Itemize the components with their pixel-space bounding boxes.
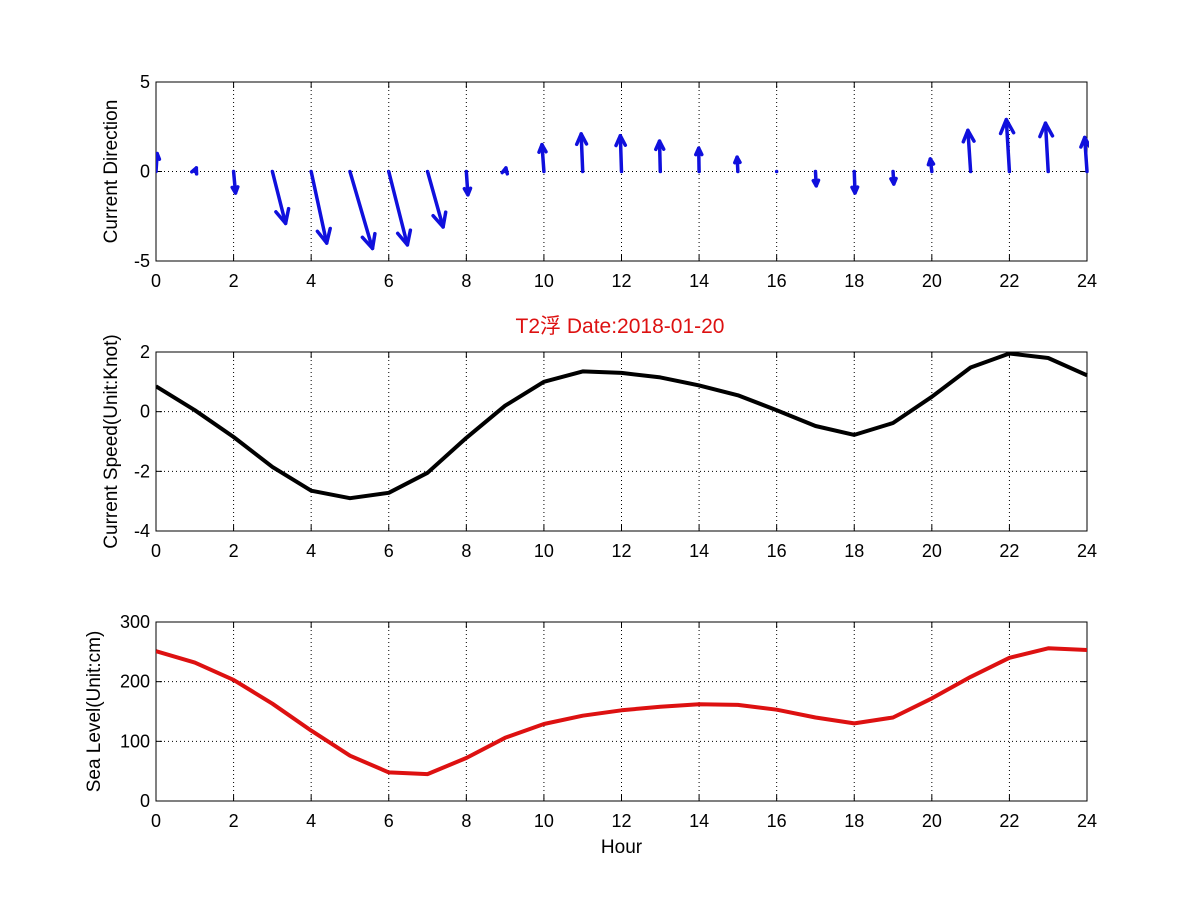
direction-arrow [387, 169, 413, 247]
x-tick-label: 22 [999, 811, 1019, 831]
x-tick-label: 24 [1077, 541, 1097, 561]
direction-arrow [425, 169, 448, 229]
data-marks [156, 646, 1088, 777]
x-tick-label: 22 [999, 271, 1019, 291]
direction-arrow [574, 132, 589, 174]
direction-arrow [614, 133, 628, 174]
x-tick-label: 18 [844, 271, 864, 291]
direction-arrow [733, 155, 742, 174]
x-tick-label: 8 [461, 271, 471, 291]
y-tick-label: 2 [140, 342, 150, 362]
y-axis-label: Current Direction [101, 100, 122, 244]
x-tick-label: 16 [767, 811, 787, 831]
data-marks [156, 351, 1088, 501]
direction-arrow [156, 151, 162, 174]
y-tick-label: 0 [140, 162, 150, 182]
x-tick-label: 0 [151, 811, 161, 831]
x-tick-label: 20 [922, 541, 942, 561]
direction-arrow [1038, 121, 1055, 174]
x-tick-label: 2 [229, 541, 239, 561]
y-axis-label: Current Speed(Unit:Knot) [101, 334, 122, 548]
y-tick-label: 0 [140, 791, 150, 811]
x-tick-label: 16 [767, 271, 787, 291]
direction-arrow [309, 169, 332, 245]
y-tick-label: 5 [140, 72, 150, 92]
x-tick-label: 10 [534, 541, 554, 561]
x-tick-label: 2 [229, 271, 239, 291]
y-tick-label: -5 [134, 251, 150, 271]
x-tick-label: 18 [844, 541, 864, 561]
x-tick-label: 12 [611, 811, 631, 831]
direction-arrow [998, 117, 1016, 174]
direction-arrow [926, 157, 936, 174]
x-tick-label: 4 [306, 811, 316, 831]
x-tick-label: 14 [689, 541, 709, 561]
x-tick-label: 10 [534, 271, 554, 291]
y-tick-label: 300 [120, 612, 150, 632]
direction-arrow [850, 169, 860, 195]
x-tick-label: 6 [384, 811, 394, 831]
y-tick-label: 100 [120, 731, 150, 751]
direction-arrow [811, 169, 821, 188]
x-tick-label: 4 [306, 541, 316, 561]
direction-arrow [961, 128, 976, 174]
direction-arrow [889, 169, 898, 186]
x-tick-label: 20 [922, 811, 942, 831]
direction-arrow [500, 166, 510, 176]
x-tick-label: 6 [384, 541, 394, 561]
x-tick-label: 0 [151, 541, 161, 561]
x-tick-label: 24 [1077, 811, 1097, 831]
direction-arrow [190, 166, 199, 176]
x-tick-label: 18 [844, 811, 864, 831]
direction-arrow [694, 146, 704, 174]
y-tick-label: -2 [134, 461, 150, 481]
plot-area [155, 351, 1088, 532]
x-tick-label: 16 [767, 541, 787, 561]
x-tick-label: 4 [306, 271, 316, 291]
direction-arrow [270, 169, 291, 226]
direction-arrow [462, 169, 473, 197]
direction-arrow [537, 142, 548, 174]
x-tick-label: 12 [611, 541, 631, 561]
y-axis-label: Sea Level(Unit:cm) [84, 631, 105, 793]
x-tick-label: 14 [689, 271, 709, 291]
y-tick-label: 200 [120, 672, 150, 692]
direction-arrow [1079, 135, 1089, 174]
x-tick-label: 6 [384, 271, 394, 291]
x-tick-label: 14 [689, 811, 709, 831]
x-tick-label: 2 [229, 811, 239, 831]
figure-title: T2浮 Date:2018-01-20 [516, 315, 725, 338]
x-tick-label: 20 [922, 271, 942, 291]
direction-arrow [654, 139, 666, 174]
x-tick-label: 8 [461, 811, 471, 831]
x-tick-label: 8 [461, 541, 471, 561]
data-marks [156, 117, 1089, 251]
x-axis-label: Hour [601, 837, 643, 858]
y-tick-label: -4 [134, 521, 150, 541]
y-tick-label: 0 [140, 402, 150, 422]
x-tick-label: 12 [611, 271, 631, 291]
x-tick-label: 10 [534, 811, 554, 831]
direction-arrow [230, 169, 240, 195]
x-tick-label: 0 [151, 271, 161, 291]
x-tick-label: 24 [1077, 271, 1097, 291]
direction-arrow [348, 169, 377, 251]
x-tick-label: 22 [999, 541, 1019, 561]
